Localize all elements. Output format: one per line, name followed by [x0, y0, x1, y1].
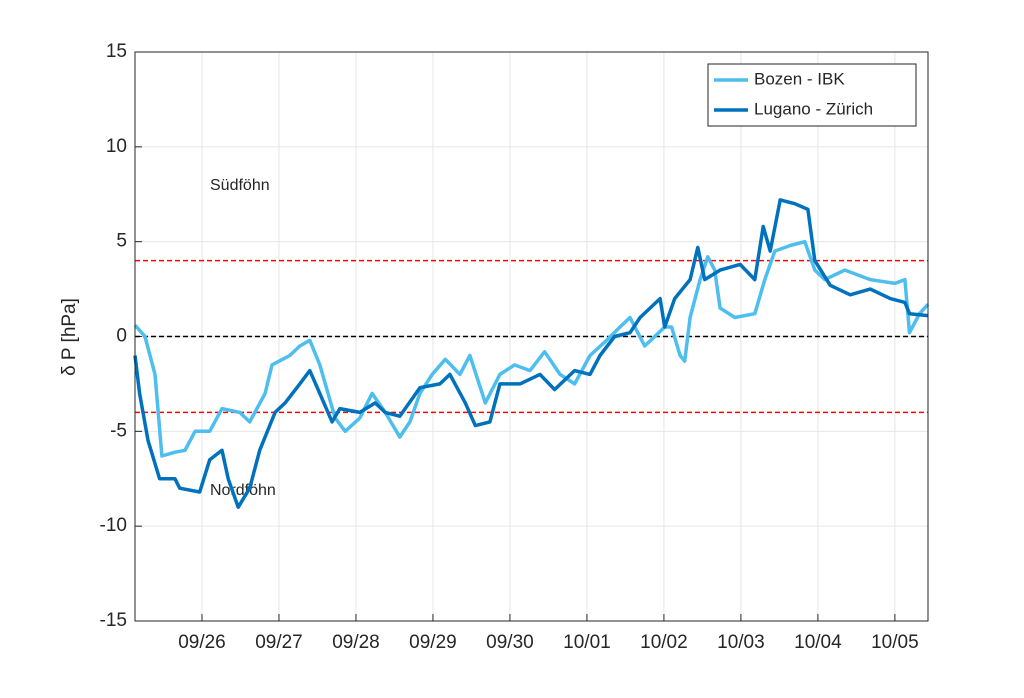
y-tick-label: -10 — [100, 515, 127, 536]
x-tick-label: 10/05 — [871, 632, 919, 653]
line-series — [133, 239, 930, 458]
y-tick-label: 0 — [116, 326, 127, 347]
legend-box — [707, 63, 917, 127]
x-tick-label: 09/29 — [409, 632, 457, 653]
y-tick-label: 5 — [116, 231, 127, 252]
x-tick-label: 09/26 — [178, 632, 226, 653]
annotation: Südföhn — [210, 177, 270, 194]
x-tick-label: 09/28 — [332, 632, 380, 653]
legend-label: Lugano - Zürich — [754, 99, 873, 118]
legend-label: Bozen - IBK — [754, 69, 845, 88]
x-tick-label: 09/30 — [486, 632, 534, 653]
x-tick-label: 09/27 — [255, 632, 303, 653]
y-tick-label: -15 — [100, 610, 127, 631]
y-tick-label: 15 — [106, 41, 127, 62]
axes-box — [134, 51, 929, 622]
x-tick-label: 10/03 — [717, 632, 765, 653]
x-tick-label: 10/01 — [563, 632, 611, 653]
line-series — [133, 198, 929, 509]
x-tick-label: 10/02 — [640, 632, 688, 653]
y-axis-label: δ P [hPa] — [59, 298, 80, 376]
annotation: Nordföhn — [210, 482, 276, 499]
y-tick-label: 10 — [106, 136, 127, 157]
x-tick-label: 10/04 — [794, 632, 842, 653]
y-tick-label: -5 — [110, 420, 127, 441]
